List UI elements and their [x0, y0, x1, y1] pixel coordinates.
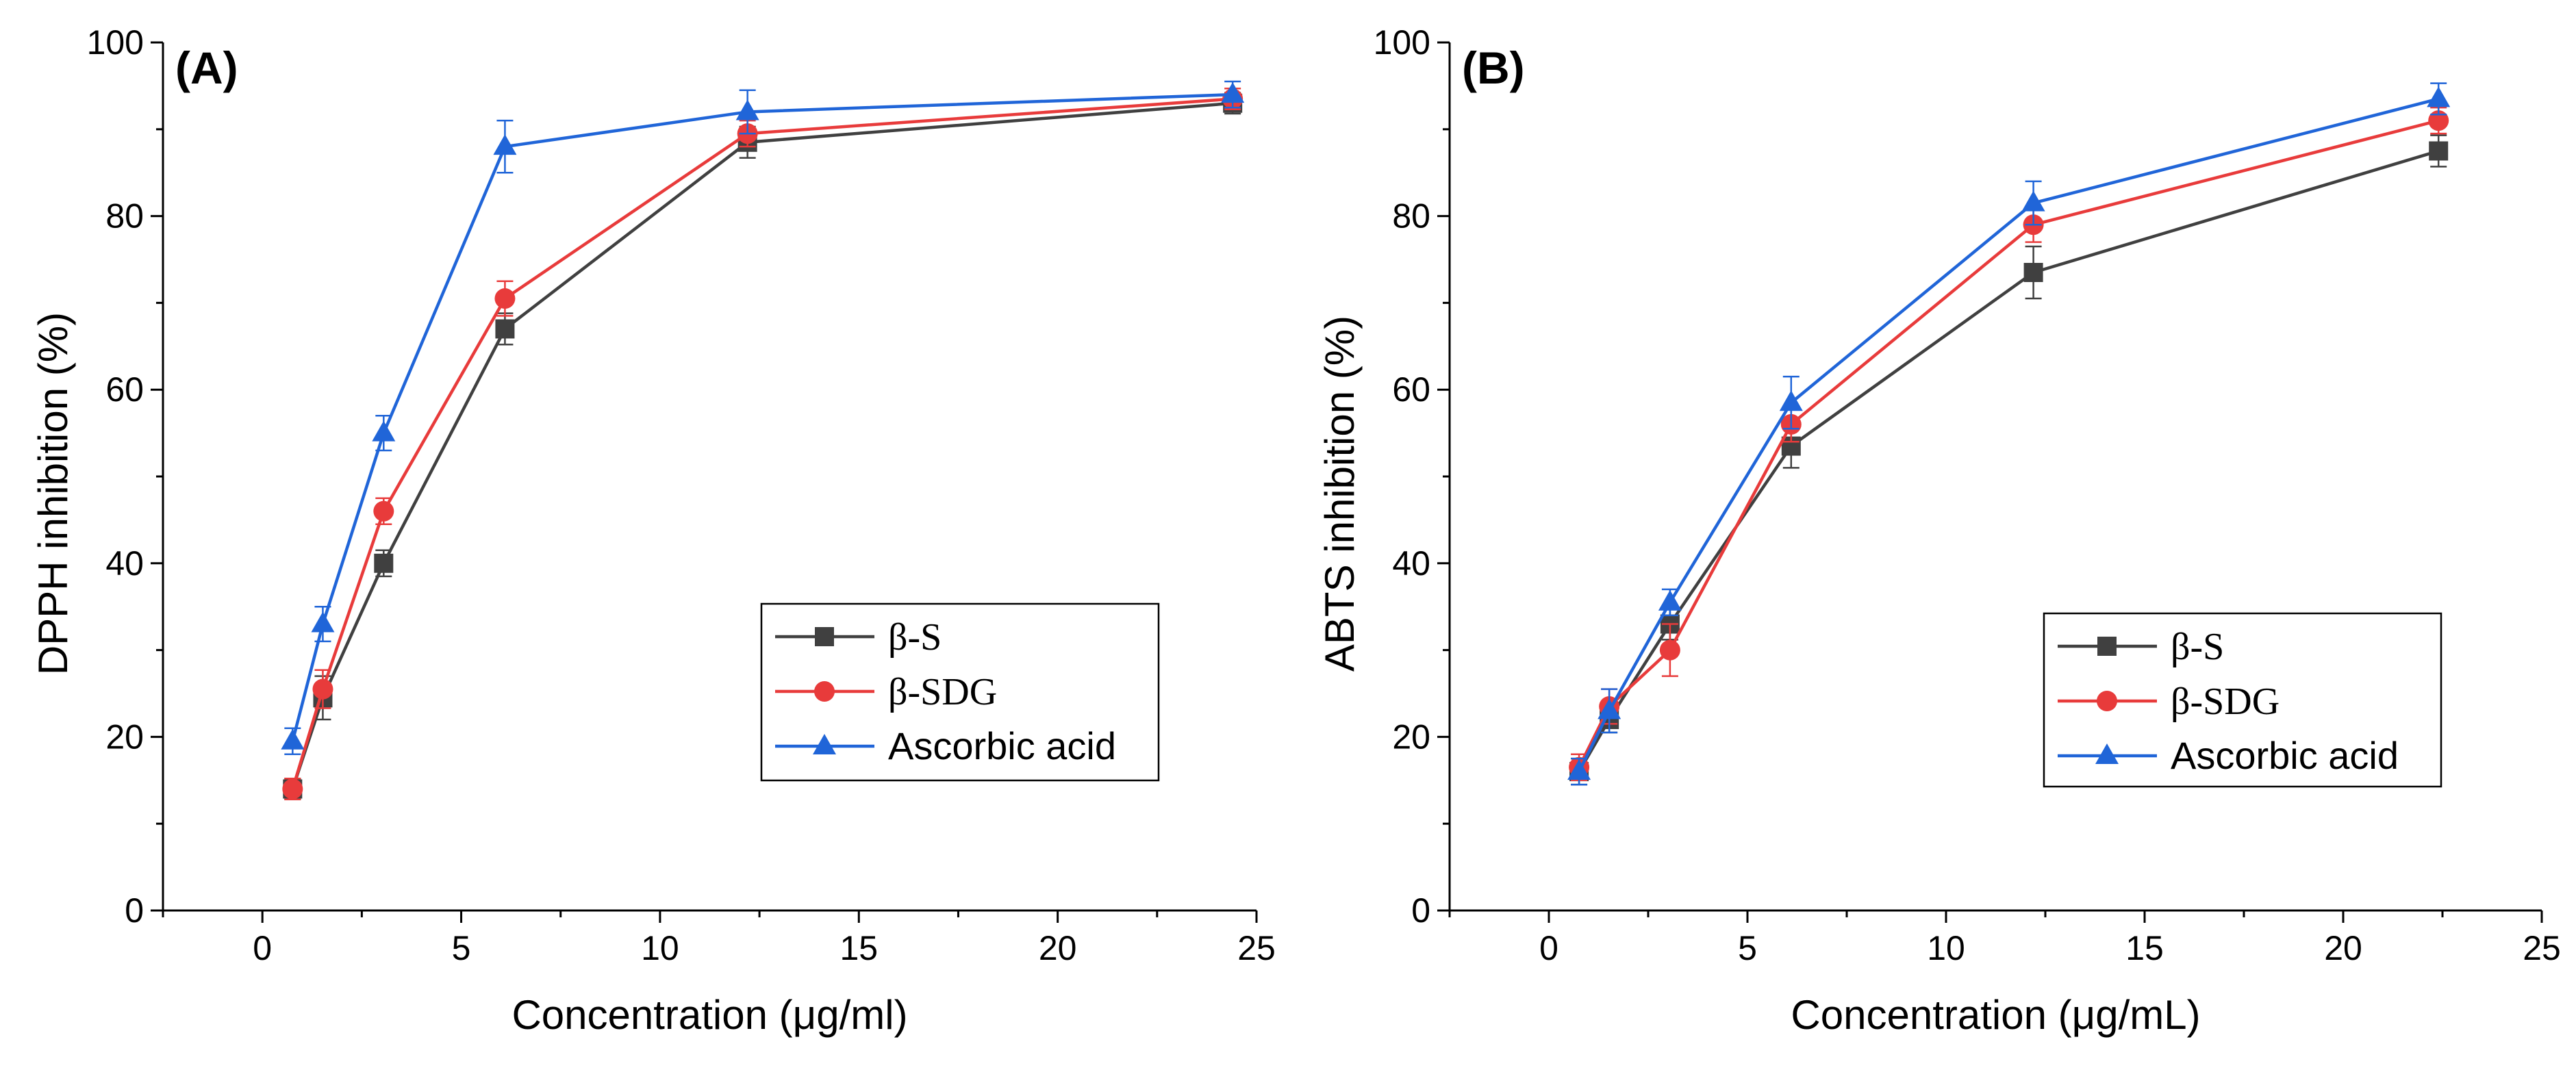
data-point	[494, 288, 516, 309]
x-axis-title: Concentration (μg/mL)	[1791, 992, 2200, 1038]
data-point	[2429, 141, 2449, 161]
series-line	[291, 101, 1233, 790]
series-2	[281, 80, 1245, 756]
series-line	[291, 92, 1233, 742]
series-line	[291, 97, 1233, 790]
y-tick-label: 80	[1392, 197, 1430, 235]
y-axis-title: ABTS inhibition (%)	[1317, 316, 1363, 672]
data-point	[312, 678, 333, 700]
x-tick-label: 10	[641, 929, 679, 967]
legend-label: β-S	[888, 616, 942, 659]
legend-label: β-SDG	[2171, 680, 2280, 723]
x-tick-label: 0	[253, 929, 272, 967]
data-point	[2023, 263, 2043, 283]
data-point	[2428, 110, 2449, 131]
data-point	[1567, 759, 1591, 780]
x-tick-label: 15	[839, 929, 878, 967]
x-tick-label: 20	[1039, 929, 1077, 967]
x-axis-title: Concentration (μg/ml)	[512, 992, 907, 1038]
x-tick-label: 0	[1539, 929, 1558, 967]
y-tick-label: 20	[1392, 717, 1430, 756]
data-point	[735, 99, 759, 120]
data-point	[2021, 190, 2045, 212]
x-tick-label: 10	[1927, 929, 1965, 967]
data-point	[282, 778, 303, 800]
y-tick-label: 20	[105, 717, 144, 756]
series-1	[282, 87, 1243, 800]
chart-panel-a: 0 20 40 60 80 100 0 5 10 15 20 25 Concentration (μg/…	[30, 23, 1276, 1038]
data-point	[1659, 639, 1680, 661]
legend-swatch-marker	[814, 681, 835, 702]
legend-label: β-SDG	[888, 671, 997, 713]
x-tick-label: 5	[452, 929, 471, 967]
legend: β-S β-SDG Ascorbic acid	[2043, 612, 2442, 788]
data-point	[2427, 86, 2451, 107]
data-point	[374, 553, 394, 573]
y-tick-label: 0	[1411, 891, 1430, 930]
panel-label: (A)	[175, 42, 238, 93]
y-tick-label: 40	[105, 544, 144, 583]
data-point	[372, 420, 396, 442]
legend: β-S β-SDG Ascorbic acid	[760, 602, 1160, 782]
legend-label: Ascorbic acid	[2171, 734, 2399, 777]
series-2	[1567, 82, 2451, 786]
legend-swatch-marker	[813, 734, 836, 754]
data-point	[1658, 589, 1682, 611]
y-tick-label: 40	[1392, 544, 1430, 583]
series-line	[1578, 97, 2439, 773]
panel-label: (B)	[1462, 42, 1525, 93]
data-point	[1598, 698, 1621, 719]
chart-panel-b: 0 20 40 60 80 100 0 5 10 15 20 25 Concentration (μg/…	[1317, 23, 2561, 1038]
legend-swatch-marker	[815, 627, 834, 646]
y-tick-label: 60	[1392, 370, 1430, 409]
x-tick-label: 25	[2523, 929, 2561, 967]
legend-swatch-marker	[2097, 691, 2117, 711]
x-tick-label: 20	[2324, 929, 2362, 967]
x-tick-label: 5	[1738, 929, 1757, 967]
legend-swatch-marker	[2095, 743, 2119, 764]
y-axis-title: DPPH inhibition (%)	[30, 312, 76, 675]
data-point	[311, 611, 335, 633]
y-tick-label: 80	[105, 197, 144, 235]
data-point	[495, 319, 515, 339]
legend-label: Ascorbic acid	[888, 724, 1116, 767]
data-point	[493, 134, 517, 155]
x-tick-label: 15	[2125, 929, 2164, 967]
data-point	[373, 500, 394, 522]
data-point	[1221, 82, 1245, 103]
x-tick-label: 25	[1237, 929, 1276, 967]
y-tick-label: 100	[87, 23, 144, 62]
data-point	[1779, 390, 1803, 411]
y-tick-label: 60	[105, 370, 144, 409]
y-tick-label: 100	[1374, 23, 1430, 62]
legend-label: β-S	[2171, 626, 2224, 668]
legend-swatch-marker	[2097, 637, 2117, 656]
data-point	[281, 728, 305, 750]
y-tick-label: 0	[125, 891, 144, 930]
